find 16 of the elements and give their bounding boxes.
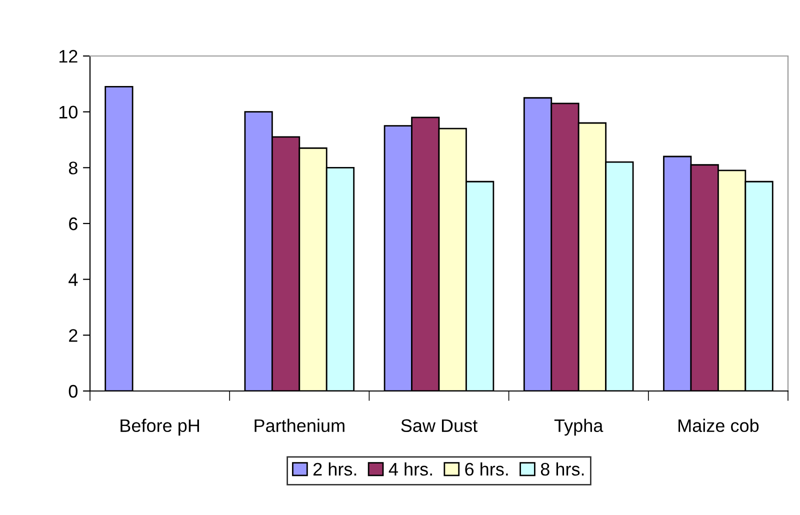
- legend-label: 6 hrs.: [465, 462, 508, 476]
- legend-label: 2 hrs.: [313, 462, 356, 476]
- x-tick-label: Maize cob: [678, 418, 759, 432]
- y-tick-label: 10: [59, 106, 78, 119]
- x-tick-label: Before pH: [120, 418, 199, 436]
- y-tick-label: 4: [68, 273, 78, 286]
- x-tick-label: Parthenium: [254, 418, 344, 432]
- y-tick-label: 2: [69, 329, 78, 342]
- y-tick-label: 8: [68, 162, 78, 174]
- x-tick-label: Saw Dust: [401, 419, 478, 432]
- legend-label: 8 hrs.: [540, 462, 584, 476]
- y-tick-label: 6: [69, 217, 78, 230]
- legend-label: 4 hrs.: [388, 462, 432, 476]
- y-tick-label: 0: [68, 384, 78, 398]
- y-tick-label: 12: [59, 50, 78, 63]
- x-tick-label: Typha: [554, 418, 604, 436]
